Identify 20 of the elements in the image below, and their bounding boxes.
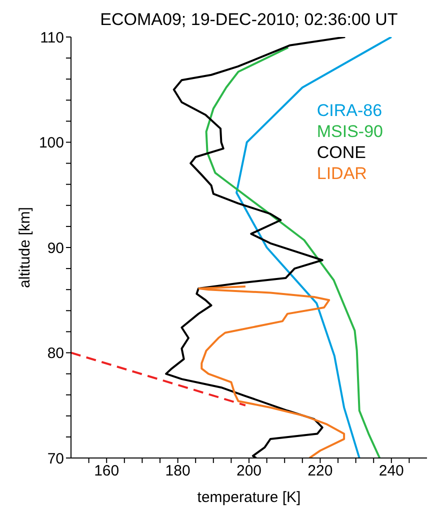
y-tick-label: 100 [38,134,64,152]
line-series [205,46,381,458]
x-tick-label: 160 [94,462,120,480]
x-tick-label: 180 [165,462,190,480]
y-axis-title: altitude [km] [16,207,34,288]
x-tick-label: 200 [236,462,262,480]
x-axis-title: temperature [K] [197,489,301,506]
text: LIDAR [316,163,368,184]
y-tick-label: 90 [47,240,64,257]
y-tick-label: 70 [47,450,64,468]
series-label: CIRA-86 [316,100,383,121]
x-tick-label: 240 [378,462,404,480]
line-series [198,285,346,458]
text: CONE [316,142,367,163]
x-tick-label: 220 [308,462,333,480]
y-tick-label: 110 [40,29,64,46]
line-series [236,37,392,458]
chart-title: ECOMA09; 19-DEC-2010; 02:36:00 UT [99,10,399,30]
y-tick-label: 80 [47,345,64,362]
text: MSIS-90 [316,121,383,142]
